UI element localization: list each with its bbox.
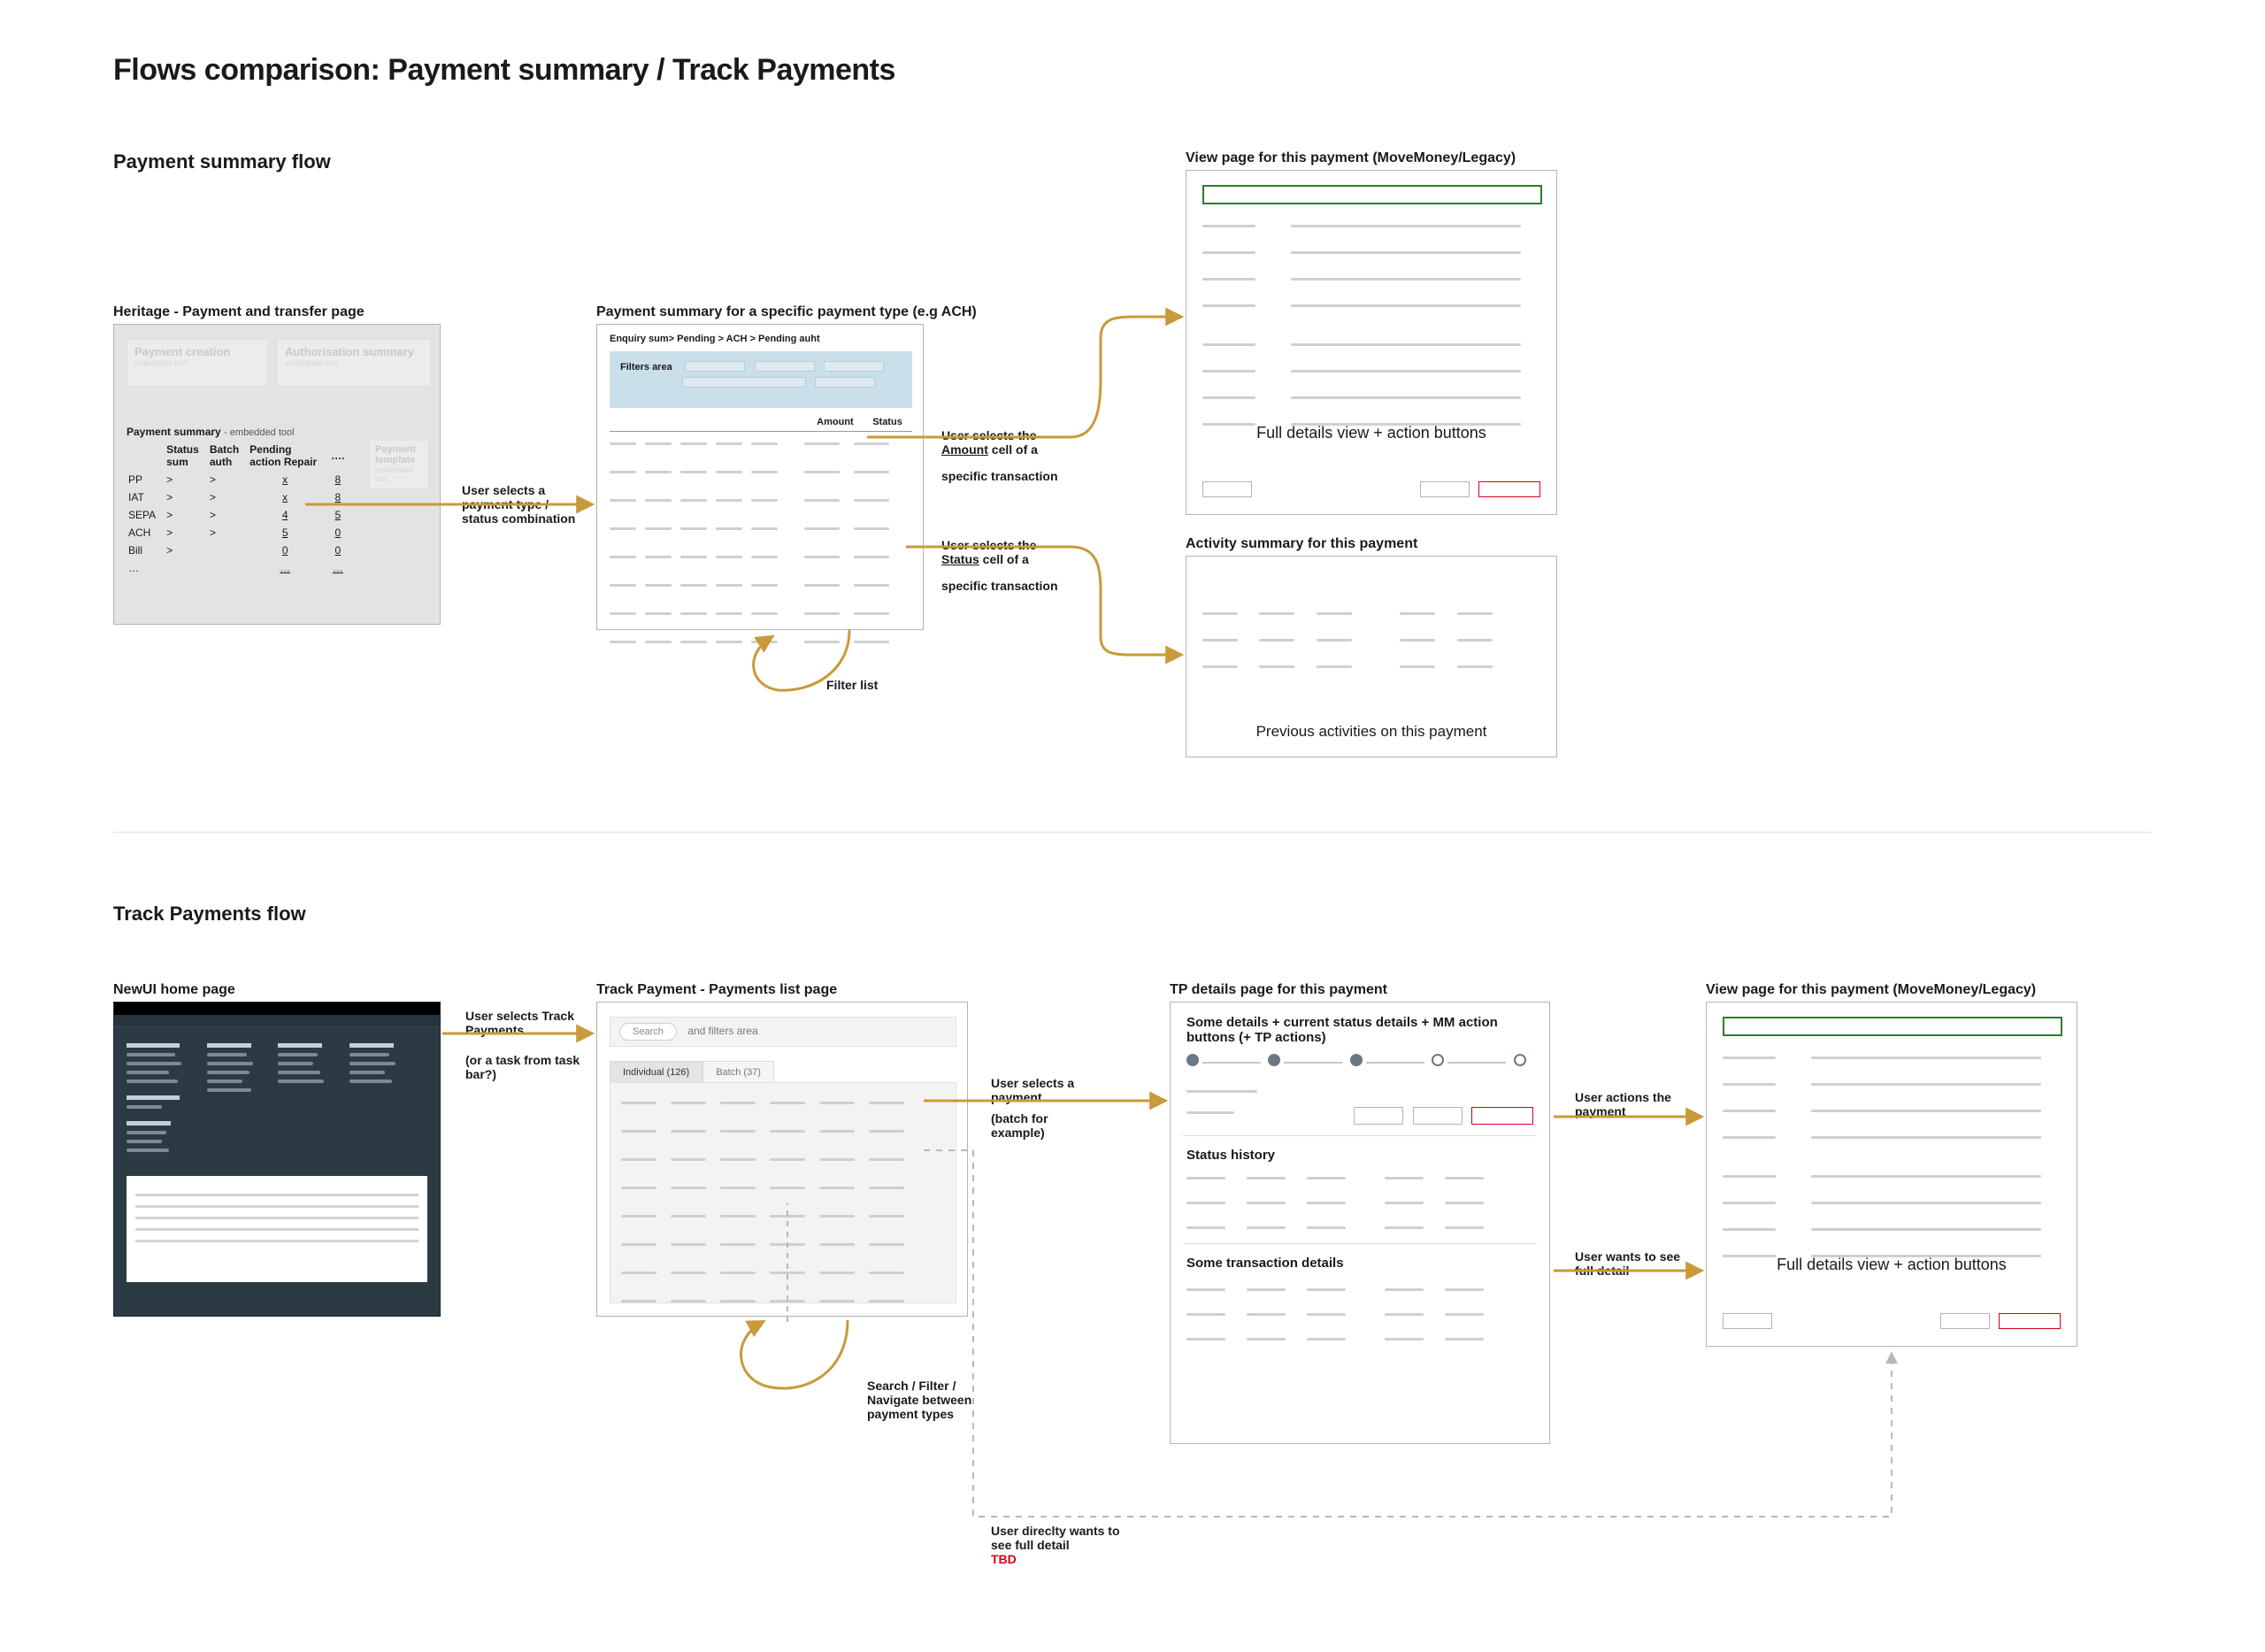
auth-summary-box: Authorisation summary embedded tool [277, 339, 431, 387]
payment-template-label: Payment template [375, 444, 423, 465]
col-status: Status sum [166, 442, 208, 470]
summary-title-text: Payment summary [127, 426, 221, 438]
table-row[interactable]: ……… [128, 560, 354, 576]
home-annot: User selects Track Payments [465, 1009, 580, 1037]
list-rows-box [610, 1082, 956, 1303]
table-head: Status sum Batch auth Pending action Rep… [128, 442, 354, 470]
annot-status: User selects the Status cell of a [941, 538, 1065, 566]
tp-details-title: TP details page for this payment [1170, 982, 1387, 998]
tab-batch[interactable]: Batch (37) [703, 1061, 774, 1083]
summary-page-panel: Enquiry sum> Pending > ACH > Pending auh… [596, 324, 924, 630]
table-row[interactable]: PP>>x8 [128, 472, 354, 488]
summary-rows [610, 436, 912, 663]
button-placeholder[interactable] [1420, 481, 1470, 497]
tabs: Individual (126)Batch (37) [610, 1061, 774, 1083]
annot-amount: User selects the Amount cell of a [941, 428, 1065, 457]
table-row[interactable]: SEPA>>45 [128, 507, 354, 523]
list-page-title: Track Payment - Payments list page [596, 982, 837, 998]
summary-page-title: Payment summary for a specific payment t… [596, 304, 977, 320]
page-title: Flows comparison: Payment summary / Trac… [113, 53, 895, 88]
annot-amount-2: specific transaction [941, 469, 1065, 483]
search-filter-bar[interactable]: Search and filters area [610, 1017, 956, 1047]
search-rest: and filters area [687, 1025, 757, 1037]
some-details-label: Some details + current status details + … [1186, 1015, 1533, 1045]
heritage-annot: User selects a payment type / status com… [462, 483, 577, 526]
tbd-label: TBD [991, 1552, 1132, 1566]
col-status: Status [863, 417, 912, 427]
button-placeholder[interactable] [1202, 481, 1252, 497]
payment-creation-box: Payment creation embedded tool [127, 339, 268, 387]
home-annot2: (or a task from task bar?) [465, 1053, 580, 1081]
list-page-panel: Search and filters area Individual (126)… [596, 1002, 968, 1317]
annot-status-2: specific transaction [941, 579, 1065, 593]
some-tx-label: Some transaction details [1186, 1256, 1344, 1271]
button-placeholder[interactable] [1723, 1313, 1772, 1329]
loop-annot: Search / Filter / Navigate between payme… [867, 1379, 991, 1421]
view-caption: Full details view + action buttons [1707, 1254, 2077, 1275]
tp-annot-action: User actions the payment [1575, 1090, 1681, 1118]
direct-annot: User direclty wants to see full detail T… [991, 1524, 1132, 1566]
view-page2-title: View page for this payment (MoveMoney/Le… [1706, 982, 2036, 998]
activity-caption: Previous activities on this payment [1186, 723, 1556, 741]
col-more: …. [331, 442, 353, 470]
primary-button-placeholder[interactable] [1999, 1313, 2061, 1329]
payment-creation-label: Payment creation [134, 345, 260, 358]
payment-template-sub: embedded tool [375, 465, 423, 483]
arrows-overlay [0, 0, 2265, 1652]
flow1-title: Payment summary flow [113, 150, 331, 173]
filters-area[interactable]: Filters area [610, 351, 912, 408]
table-row[interactable]: Bill>00 [128, 542, 354, 558]
col-batch: Batch auth [210, 442, 248, 470]
search-pill[interactable]: Search [619, 1023, 677, 1041]
auth-summary-label: Authorisation summary [285, 345, 423, 358]
view-caption: Full details view + action buttons [1186, 422, 1556, 443]
tp-annot-full: User wants to see full detail [1575, 1249, 1681, 1278]
tp-details-panel: Some details + current status details + … [1170, 1002, 1550, 1444]
status-history-label: Status history [1186, 1148, 1275, 1163]
flow2-title: Track Payments flow [113, 903, 306, 926]
filters-label: Filters area [620, 362, 681, 373]
green-highlight [1723, 1017, 2062, 1036]
list-annot2: (batch for example) [991, 1111, 1097, 1140]
primary-button-placeholder[interactable] [1471, 1107, 1533, 1125]
payment-creation-sub: embedded tool [134, 358, 260, 367]
table-body: PP>>x8IAT>>x8 SEPA>>45 ACH>>50Bill>00 ……… [128, 472, 354, 576]
activity-page-title: Activity summary for this payment [1186, 536, 1417, 552]
tab-individual[interactable]: Individual (126) [610, 1061, 703, 1083]
view-page-panel: Full details view + action buttons [1186, 170, 1557, 515]
view-page2-panel: Full details view + action buttons [1706, 1002, 2077, 1347]
activity-panel: Previous activities on this payment [1186, 556, 1557, 757]
col-pending: Pending action Repair [250, 442, 329, 470]
home-panel [113, 1002, 441, 1317]
home-title: NewUI home page [113, 982, 235, 998]
view-page-title: View page for this payment (MoveMoney/Le… [1186, 150, 1516, 166]
heritage-title: Heritage - Payment and transfer page [113, 304, 365, 320]
list-annot: User selects a payment [991, 1076, 1097, 1104]
heritage-summary-table[interactable]: Status sum Batch auth Pending action Rep… [127, 440, 356, 578]
summary-sub-text: - embedded tool [224, 427, 295, 438]
green-highlight [1202, 185, 1542, 204]
breadcrumb: Enquiry sum> Pending > ACH > Pending auh… [610, 334, 820, 344]
auth-summary-sub: embedded tool [285, 358, 423, 367]
payment-summary-label: Payment summary - embedded tool [127, 426, 295, 438]
button-placeholder[interactable] [1413, 1107, 1463, 1125]
table-row[interactable]: ACH>>50 [128, 525, 354, 541]
primary-button-placeholder[interactable] [1478, 481, 1540, 497]
button-placeholder[interactable] [1940, 1313, 1990, 1329]
heritage-panel: Payment creation embedded tool Authorisa… [113, 324, 441, 625]
step-tracker [1186, 1054, 1533, 1071]
col-amount: Amount [810, 417, 860, 427]
payment-template-box: Payment template embedded tool [369, 440, 429, 489]
button-placeholder[interactable] [1354, 1107, 1403, 1125]
filter-list-label: Filter list [826, 678, 878, 692]
table-row[interactable]: IAT>>x8 [128, 489, 354, 505]
